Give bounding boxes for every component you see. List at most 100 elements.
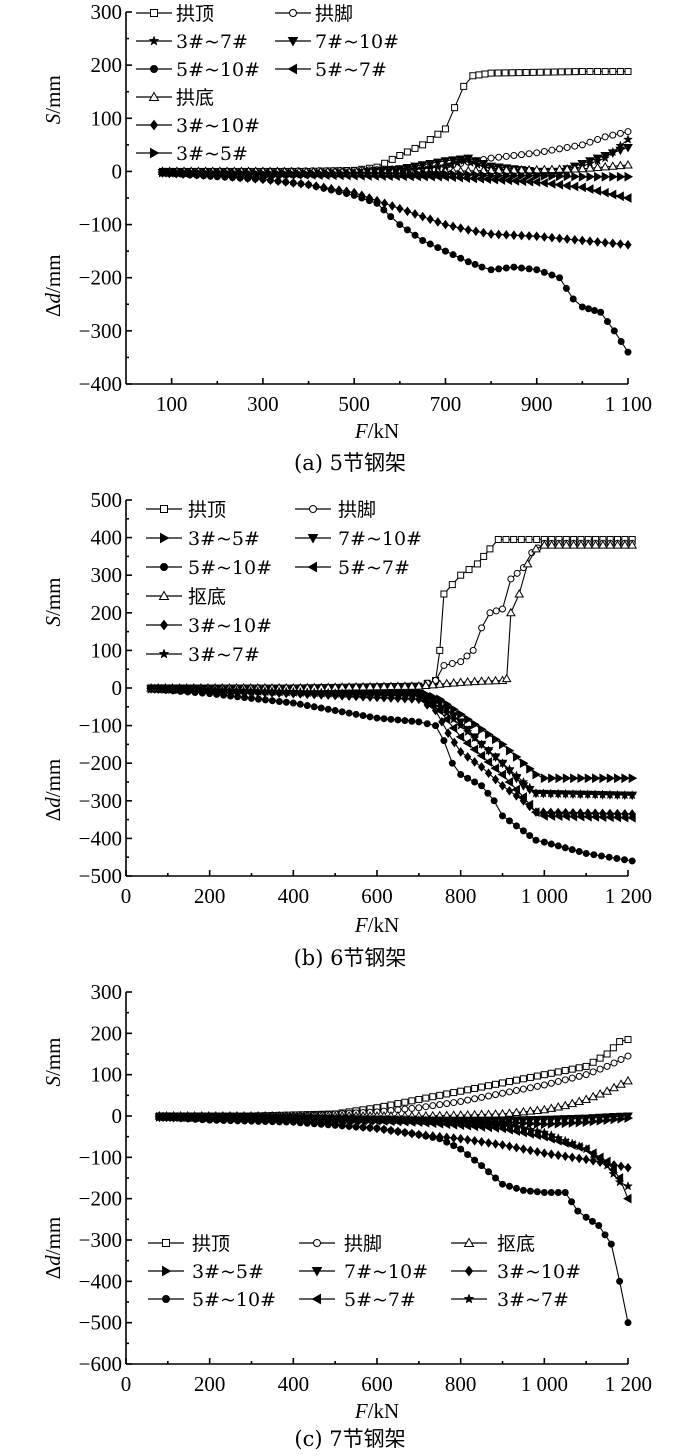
data-point [399, 168, 409, 179]
data-point [610, 1059, 618, 1067]
data-point [577, 163, 588, 173]
data-point [470, 757, 479, 767]
data-point [531, 543, 541, 553]
data-point [497, 769, 506, 780]
data-point [450, 704, 459, 715]
data-point [449, 221, 457, 232]
legend-marker [162, 1265, 172, 1277]
data-point [547, 164, 557, 173]
x-tick-label: 600 [361, 1372, 393, 1396]
data-point [525, 1106, 536, 1115]
legend-entry: 3#~7# [451, 1289, 569, 1311]
data-point [440, 590, 448, 598]
data-point [501, 69, 509, 77]
data-point [470, 1135, 479, 1146]
legend-entry: 抠底 [146, 586, 226, 608]
data-point [487, 154, 495, 162]
data-point [443, 1090, 451, 1098]
legend-marker [289, 9, 297, 17]
data-point [540, 232, 548, 242]
data-point [512, 822, 520, 830]
legend-marker [159, 619, 169, 631]
data-point [396, 151, 404, 159]
data-point [487, 69, 495, 77]
x-tick-label: 200 [194, 884, 226, 908]
data-point [413, 1114, 424, 1125]
data-point [484, 1138, 493, 1148]
data-point [385, 168, 395, 179]
data-point [345, 1122, 353, 1130]
data-point [440, 157, 451, 166]
x-tick-label: 0 [121, 884, 132, 908]
data-point [607, 161, 618, 170]
data-point [616, 171, 626, 182]
data-point [616, 239, 625, 249]
data-point [441, 707, 452, 718]
y-tick-label: −400 [79, 1269, 122, 1293]
x-tick-label: 600 [361, 884, 393, 908]
y-tick-label: 500 [91, 488, 123, 512]
data-point [448, 714, 459, 724]
data-point [540, 148, 548, 155]
data-point [614, 1176, 625, 1187]
data-point [624, 128, 632, 136]
data-point [584, 808, 592, 818]
data-point [568, 540, 579, 549]
data-point [623, 134, 633, 144]
data-point [499, 1079, 506, 1087]
data-point [498, 780, 507, 791]
data-point [366, 713, 374, 721]
legend-label: 拱脚 [315, 3, 353, 25]
data-point [546, 178, 556, 189]
x-tick-label: 500 [338, 392, 370, 416]
legend-entry: 3#~10# [451, 1261, 581, 1283]
data-point [540, 170, 550, 181]
data-point [173, 167, 182, 178]
data-point [539, 1115, 550, 1125]
data-point [329, 168, 339, 179]
data-point [546, 1103, 557, 1112]
x-tick-label: 1 000 [521, 1372, 568, 1396]
data-point [273, 168, 282, 179]
data-point [511, 1107, 522, 1117]
data-point [548, 171, 557, 181]
legend-entry: 拱脚 [295, 499, 376, 521]
data-point [491, 774, 500, 785]
series-line [151, 688, 633, 862]
x-tick-label: 300 [247, 392, 279, 416]
data-point [497, 757, 508, 768]
legend-entry: 3#~10# [136, 115, 260, 137]
data-point [615, 146, 626, 156]
data-point [429, 1133, 437, 1141]
legend-label: 3#~5# [176, 143, 248, 165]
data-point [592, 154, 603, 164]
data-point [532, 1115, 543, 1125]
data-point [345, 709, 353, 717]
data-point [519, 1186, 527, 1194]
data-point [434, 1115, 445, 1126]
data-point [548, 271, 556, 279]
y-tick-label: 300 [91, 0, 123, 24]
data-point [571, 68, 579, 76]
data-point [591, 306, 599, 314]
data-point [476, 739, 487, 749]
data-point [596, 1054, 604, 1062]
data-point [533, 1082, 541, 1090]
legend-marker [158, 648, 170, 659]
data-point [419, 141, 427, 149]
data-point [607, 189, 617, 200]
data-point [396, 221, 404, 229]
data-point [378, 168, 388, 179]
legend-entry: 拱脚 [299, 1233, 382, 1255]
data-point [592, 773, 601, 784]
data-point [563, 144, 571, 152]
data-point [473, 560, 481, 568]
data-point [427, 697, 438, 708]
data-point [511, 770, 522, 780]
data-point [628, 809, 636, 819]
data-point [568, 1198, 576, 1206]
data-point [460, 82, 468, 90]
data-point [429, 1093, 437, 1101]
y-tick-label: −300 [79, 1228, 122, 1252]
data-point [492, 734, 501, 745]
